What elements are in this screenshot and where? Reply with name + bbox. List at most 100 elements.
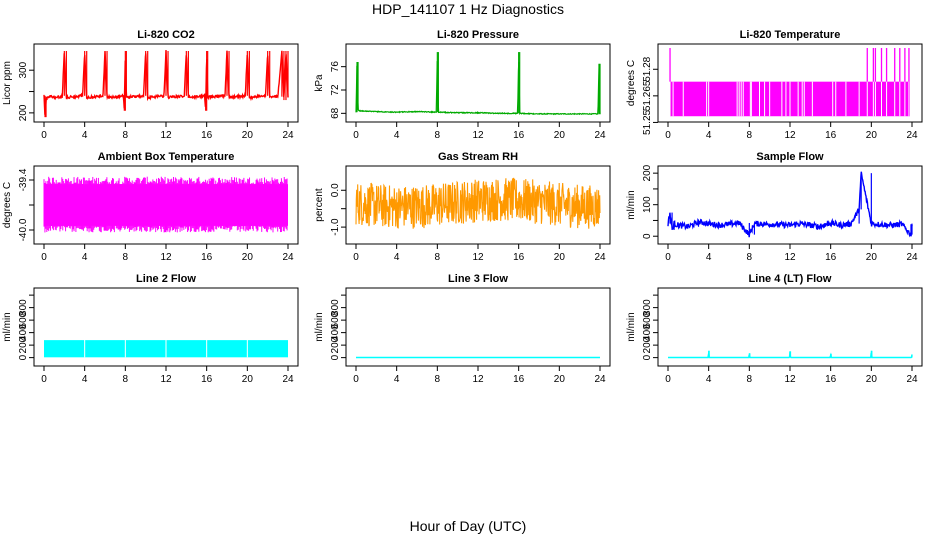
- panel-title: Li-820 Temperature: [740, 29, 841, 41]
- data-trace: [667, 171, 913, 238]
- y-axis-label: Licor ppm: [2, 61, 13, 105]
- x-tick-label: 4: [706, 130, 712, 141]
- x-tick-label: 24: [594, 374, 606, 385]
- x-tick-label: 24: [282, 252, 294, 263]
- y-tick-label: 400: [18, 324, 29, 341]
- panel-pressure: Li-820 Pressure kPa 0 4 8 12 16 20 24 68 72 76: [314, 29, 611, 141]
- y-tick-label: 200: [642, 336, 653, 353]
- x-tick-label: 0: [665, 252, 671, 263]
- y-tick-label: 400: [330, 324, 341, 341]
- panel-sample: Sample Flow ml/min 0 4 8 12 16 20 24 0 100 200: [626, 151, 923, 263]
- data-trace: [355, 61, 601, 116]
- x-tick-label: 20: [242, 130, 254, 141]
- x-tick-label: 12: [784, 374, 796, 385]
- plot-frame: [345, 43, 611, 123]
- y-tick-label: 800: [642, 299, 653, 316]
- y-tick-label: 72: [330, 84, 341, 96]
- x-tick-label: 0: [41, 130, 47, 141]
- y-tick-label: 100: [642, 196, 653, 213]
- x-tick-label: 16: [201, 130, 213, 141]
- y-tick-label: 51.28: [642, 56, 653, 81]
- panel-rh: Gas Stream RH percent 0 4 8 12 16 20 24 -1.0 0.0: [314, 151, 611, 263]
- x-tick-label: 0: [353, 374, 359, 385]
- x-tick-label: 4: [394, 252, 400, 263]
- x-tick-label: 8: [435, 130, 441, 141]
- y-tick-label: 0: [330, 354, 341, 360]
- x-tick-label: 0: [665, 130, 671, 141]
- y-tick-label: -1.0: [330, 218, 341, 236]
- x-tick-label: 24: [282, 130, 294, 141]
- y-tick-label: 0: [18, 354, 29, 360]
- x-tick-label: 24: [594, 252, 606, 263]
- x-tick-label: 16: [201, 252, 213, 263]
- y-tick-label: 51.25: [642, 109, 653, 134]
- y-axis-label: ml/min: [2, 312, 13, 341]
- x-tick-label: 0: [353, 252, 359, 263]
- y-tick-label: 0: [642, 354, 653, 360]
- x-tick-label: 20: [554, 374, 566, 385]
- x-tick-label: 20: [866, 130, 878, 141]
- y-tick-label: 0: [642, 233, 653, 239]
- y-tick-label: 76: [330, 61, 341, 73]
- x-tick-label: 24: [594, 130, 606, 141]
- x-tick-label: 8: [123, 252, 129, 263]
- plot-frame: [657, 165, 923, 245]
- y-tick-label: 0.0: [330, 183, 341, 197]
- panel-title: Li-820 CO2: [137, 29, 194, 41]
- x-tick-label: 12: [472, 252, 484, 263]
- panel-title: Sample Flow: [756, 151, 824, 163]
- y-axis-label: degrees C: [2, 182, 13, 228]
- x-tick-label: 16: [513, 374, 525, 385]
- x-tick-label: 16: [201, 374, 213, 385]
- x-tick-label: 8: [435, 374, 441, 385]
- y-axis-label: ml/min: [626, 312, 637, 341]
- figure-xlabel: Hour of Day (UTC): [410, 518, 527, 534]
- x-tick-label: 20: [554, 252, 566, 263]
- y-tick-label: 300: [18, 61, 29, 78]
- x-tick-label: 0: [353, 130, 359, 141]
- x-tick-label: 8: [123, 130, 129, 141]
- x-tick-label: 8: [435, 252, 441, 263]
- x-tick-label: 20: [242, 252, 254, 263]
- y-axis-label: percent: [314, 188, 325, 222]
- panel-ambient: Ambient Box Temperature degrees C 0 4 8 12 16 2…: [2, 151, 299, 263]
- panel-temp: Li-820 Temperature degrees C 0 4 8 12 16 20 24 51…: [626, 29, 923, 141]
- x-tick-label: 8: [123, 374, 129, 385]
- x-tick-label: 4: [394, 374, 400, 385]
- x-tick-label: 24: [906, 374, 918, 385]
- x-tick-label: 12: [472, 130, 484, 141]
- x-tick-label: 8: [747, 130, 753, 141]
- x-tick-label: 12: [160, 130, 172, 141]
- y-axis-label: ml/min: [626, 190, 637, 219]
- x-tick-label: 4: [82, 374, 88, 385]
- x-tick-label: 12: [472, 374, 484, 385]
- x-tick-label: 12: [160, 252, 172, 263]
- x-tick-label: 4: [706, 252, 712, 263]
- y-tick-label: 800: [330, 299, 341, 316]
- x-tick-label: 0: [665, 374, 671, 385]
- x-tick-label: 20: [866, 252, 878, 263]
- y-tick-label: 200: [18, 104, 29, 121]
- y-tick-label: 200: [642, 164, 653, 181]
- panel-title: Ambient Box Temperature: [98, 151, 235, 163]
- x-tick-label: 4: [82, 130, 88, 141]
- x-tick-label: 12: [784, 252, 796, 263]
- y-axis-label: kPa: [314, 74, 325, 92]
- figure-title: HDP_141107 1 Hz Diagnostics: [372, 1, 564, 17]
- x-tick-label: 20: [242, 374, 254, 385]
- x-tick-label: 24: [282, 374, 294, 385]
- y-axis-label: degrees C: [626, 60, 637, 106]
- x-tick-label: 4: [394, 130, 400, 141]
- x-tick-label: 8: [747, 252, 753, 263]
- panel-title: Li-820 Pressure: [437, 29, 519, 41]
- panel-title: Line 3 Flow: [448, 273, 508, 285]
- x-tick-label: 4: [706, 374, 712, 385]
- x-tick-label: 24: [906, 130, 918, 141]
- x-tick-label: 12: [160, 374, 172, 385]
- y-tick-label: 51.265: [642, 80, 653, 111]
- y-axis-label: ml/min: [314, 312, 325, 341]
